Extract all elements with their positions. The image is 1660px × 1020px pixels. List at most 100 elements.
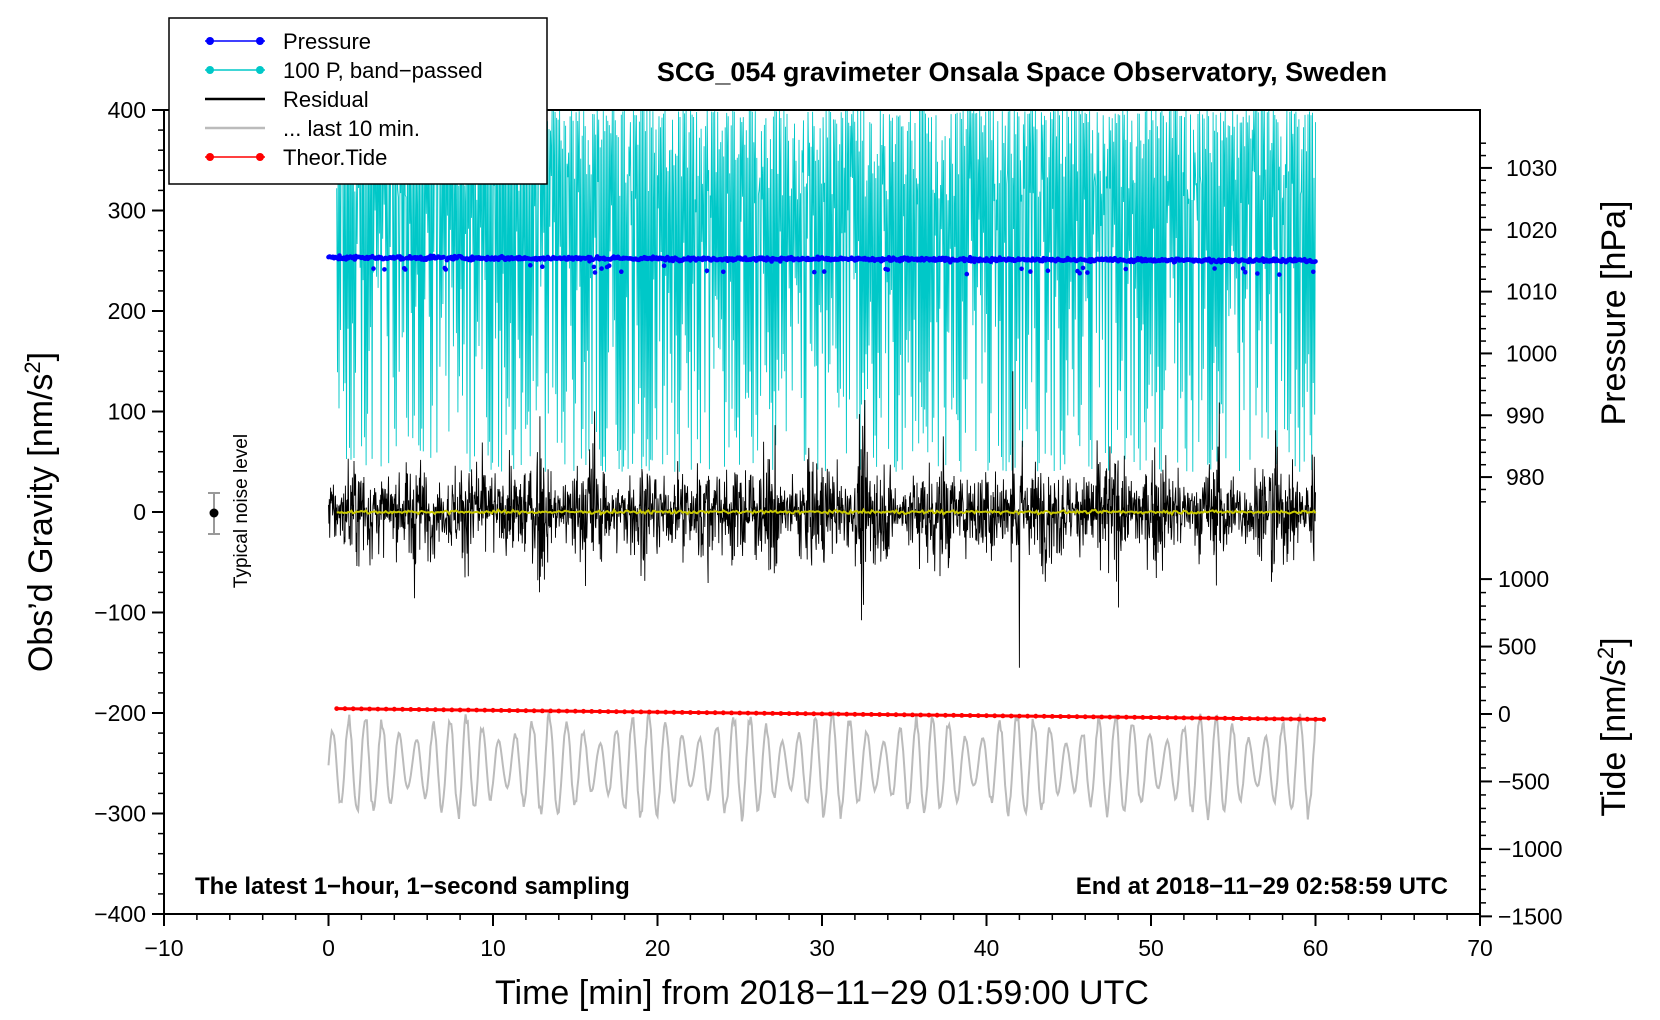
theor-tide-point	[1132, 714, 1137, 720]
theor-tide-point	[523, 708, 529, 714]
legend-marker	[206, 153, 214, 161]
theor-tide-point	[1206, 715, 1211, 721]
theor-tide-point	[1041, 713, 1047, 719]
theor-tide-point	[597, 709, 603, 714]
tide-tick-label: 1000	[1498, 566, 1549, 592]
theor-tide-point	[408, 707, 414, 712]
theor-tide-point	[531, 708, 537, 714]
pressure-point	[1019, 266, 1024, 272]
pressure-tick-label: 990	[1506, 402, 1544, 428]
theor-tide-point	[1230, 716, 1236, 721]
theor-tide-point	[433, 707, 438, 713]
theor-tide-point	[1214, 715, 1220, 721]
theor-tide-point	[441, 707, 446, 713]
theor-tide-point	[1280, 716, 1285, 722]
theor-tide-point	[1239, 716, 1244, 721]
theor-tide-point	[753, 710, 759, 716]
pressure-point	[721, 269, 726, 275]
theor-tide-point	[1255, 716, 1261, 722]
y-axis-title-tide: Tide [nm/s2]	[1593, 637, 1634, 816]
theor-tide-point	[877, 712, 882, 717]
theor-tide-point	[704, 710, 710, 716]
series-pressure	[326, 253, 1318, 277]
theor-tide-point	[1099, 714, 1105, 720]
theor-tide-point	[836, 711, 841, 717]
series-residual-line	[328, 371, 1316, 668]
theor-tide-point	[827, 711, 833, 717]
theor-tide-point	[1222, 715, 1228, 721]
theor-tide-point	[885, 712, 891, 717]
legend-marker	[206, 37, 214, 45]
chart-title: SCG_054 gravimeter Onsala Space Observat…	[657, 57, 1387, 87]
legend-marker	[256, 153, 264, 161]
legend-items: Pressure 100 P, band−passed Residual ... la…	[205, 29, 483, 170]
theor-tide-point	[1263, 716, 1269, 722]
theor-tide-point	[655, 709, 660, 715]
pressure-point	[885, 267, 891, 273]
theor-tide-point	[671, 709, 677, 715]
theor-tide-point	[383, 706, 389, 712]
pressure-point	[443, 267, 449, 272]
y-tick-label: 300	[108, 198, 146, 224]
theor-tide-point	[342, 706, 348, 712]
theor-tide-point	[992, 713, 998, 719]
theor-tide-point	[844, 711, 850, 717]
theor-tide-point	[375, 706, 381, 712]
y-tick-label: 100	[108, 399, 146, 425]
theor-tide-point	[548, 708, 553, 714]
tide-tick-label: −1000	[1498, 836, 1563, 862]
pressure-point	[619, 269, 624, 275]
pressure-point	[1243, 269, 1248, 275]
pressure-point	[821, 269, 827, 274]
legend-label: Pressure	[283, 29, 371, 54]
x-tick-label: 10	[480, 935, 506, 961]
pressure-tick-label: 1000	[1506, 340, 1557, 366]
legend-label: ... last 10 min.	[283, 116, 420, 141]
theor-tide-point	[482, 707, 488, 713]
x-tick-label: −10	[144, 935, 183, 961]
theor-tide-point	[457, 707, 463, 713]
theor-tide-point	[943, 712, 948, 718]
y-axis-title-pressure: Pressure [hPa]	[1595, 201, 1633, 426]
pressure-point	[1313, 259, 1318, 264]
theor-tide-point	[1288, 716, 1294, 722]
theor-tide-point	[350, 706, 356, 712]
theor-tide-point	[934, 712, 940, 718]
theor-tide-point	[975, 713, 981, 718]
theor-tide-point	[1197, 715, 1203, 721]
legend-label: Residual	[283, 87, 369, 112]
theor-tide-point	[498, 708, 504, 713]
theor-tide-point	[1189, 715, 1195, 721]
theor-tide-point	[1033, 713, 1039, 719]
theor-tide-point	[869, 712, 874, 717]
theor-tide-point	[334, 706, 340, 711]
y-axis-title-left: Obs’d Gravity [nm/s2]	[20, 352, 61, 672]
theor-tide-point	[1313, 716, 1318, 722]
pressure-point	[1255, 271, 1260, 276]
theor-tide-point	[416, 707, 422, 712]
x-tick-label: 0	[322, 935, 335, 961]
pressure-point	[964, 271, 970, 277]
theor-tide-point	[1115, 714, 1121, 720]
theor-tide-point	[1173, 715, 1179, 721]
theor-tide-point	[1321, 717, 1327, 722]
theor-tide-point	[918, 712, 924, 718]
x-tick-label: 60	[1303, 935, 1329, 961]
theor-tide-point	[1091, 714, 1096, 720]
theor-tide-point	[614, 709, 619, 715]
theor-tide-point	[910, 712, 915, 718]
theor-tide-point	[1074, 714, 1080, 720]
theor-tide-point	[926, 712, 932, 718]
y-tick-label: 400	[108, 97, 146, 123]
theor-tide-point	[1123, 714, 1129, 720]
theor-tide-point	[474, 707, 479, 713]
theor-tide-point	[984, 713, 989, 719]
pressure-tick-label: 1020	[1506, 217, 1557, 243]
theor-tide-point	[1148, 715, 1154, 720]
theor-tide-point	[696, 710, 701, 715]
pressure-point	[606, 263, 612, 269]
legend-label: Theor.Tide	[283, 145, 387, 170]
theor-tide-point	[893, 712, 899, 718]
pressure-point	[540, 264, 545, 270]
noise-level-label: Typical noise level	[231, 434, 252, 588]
